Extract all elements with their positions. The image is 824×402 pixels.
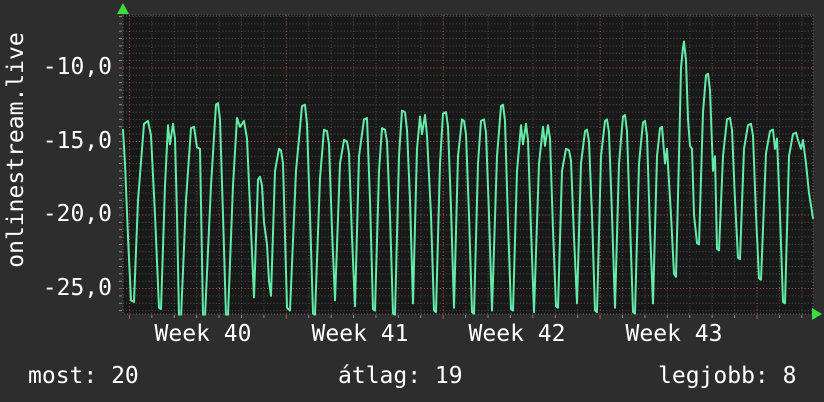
x-axis-right-arrow-icon [812,308,822,320]
stat-legjobb: legjobb: 8 [658,363,797,389]
stat-most: most: 20 [28,363,139,389]
y-axis-label: -10,0 [42,54,112,80]
y-axis-label: -20,0 [42,201,112,227]
x-axis-label-week-43: Week 43 [625,321,723,347]
y-axis-label: -25,0 [42,275,112,301]
data-line [122,40,814,316]
x-axis-label-week-42: Week 42 [468,321,566,347]
stat-atlag: átlag: 19 [338,363,463,389]
x-axis-label-week-41: Week 41 [311,321,409,347]
y-axis-label: -15,0 [42,128,112,154]
y-axis-up-arrow-icon [117,3,129,14]
x-axis-label-week-40: Week 40 [154,321,252,347]
